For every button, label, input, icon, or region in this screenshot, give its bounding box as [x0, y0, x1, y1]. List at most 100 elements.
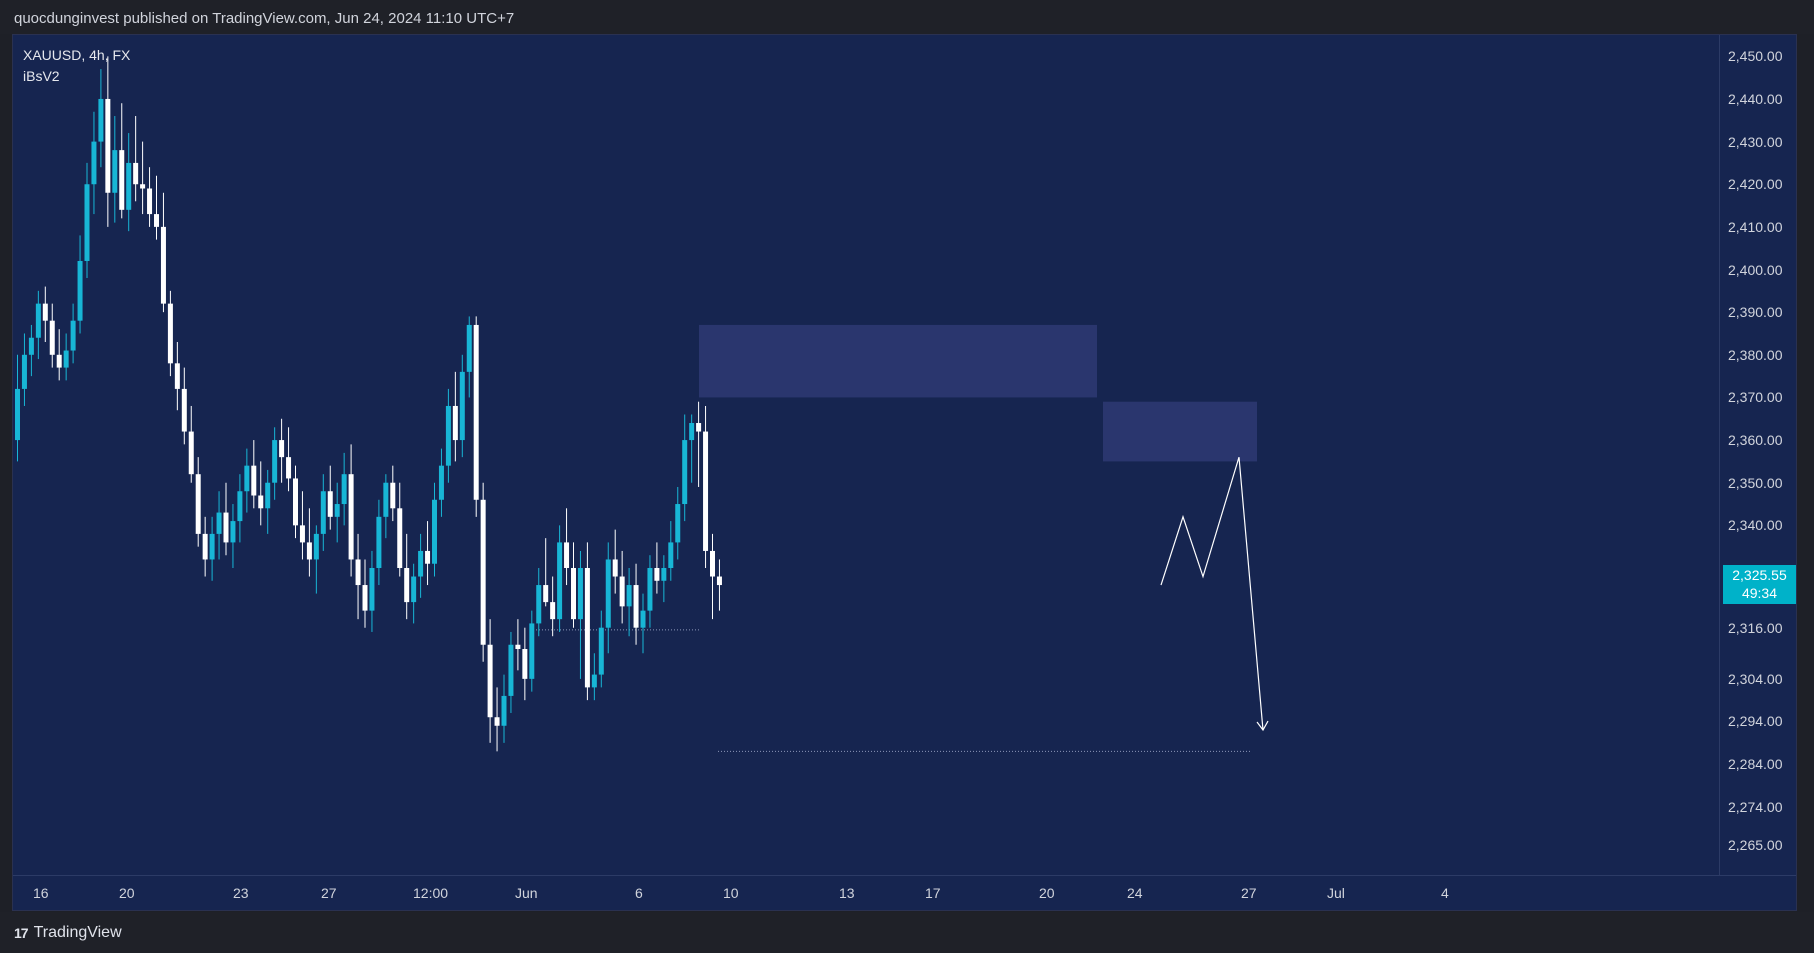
candle-body — [195, 474, 201, 534]
candle-body — [508, 644, 514, 696]
price-axis[interactable]: 2,450.00 2,440.00 2,430.00 2,420.00 2,410.00… — [1719, 35, 1797, 875]
candle-body — [251, 465, 257, 496]
chart-legend: XAUUSD, 4h, FX iBsV2 — [23, 45, 130, 87]
time-tick-label: 10 — [723, 885, 739, 901]
price-tick-label: 2,360.00 — [1728, 432, 1783, 449]
candle-body — [647, 567, 653, 611]
candle-body — [279, 440, 285, 458]
candle-body — [710, 550, 715, 577]
candle-body — [390, 482, 396, 509]
candle-body — [209, 533, 215, 560]
candle-body — [626, 585, 632, 607]
plot-area[interactable]: XAUUSD, 4h, FX iBsV2 — [13, 35, 1719, 875]
time-tick-label: 17 — [925, 885, 941, 901]
time-tick-label: 20 — [119, 885, 135, 901]
candle-body — [98, 98, 104, 142]
candle-body — [369, 567, 375, 611]
candle-body — [223, 512, 229, 543]
candle-body — [529, 623, 535, 679]
candle-body — [126, 162, 132, 210]
symbol-line[interactable]: XAUUSD, 4h, FX — [23, 47, 131, 63]
time-axis[interactable]: 16 20 23 27 12:00 Jun 6 10 13 17 20 24 27 Jul 4 — [13, 875, 1796, 911]
price-tick-label: 2,380.00 — [1728, 346, 1783, 363]
candle-body — [174, 363, 180, 389]
current-price: 2,325.55 — [1732, 567, 1787, 583]
time-tick-label: 4 — [1441, 885, 1449, 901]
candle-body — [188, 431, 194, 475]
candle-body — [154, 214, 159, 227]
candle-body — [334, 504, 340, 517]
price-tick-label: 2,390.00 — [1728, 304, 1783, 321]
time-tick-label: 24 — [1127, 885, 1143, 901]
candle-body — [661, 567, 667, 581]
candle-body — [348, 474, 354, 560]
candle-body — [355, 559, 361, 586]
candle-body — [515, 644, 521, 650]
candle-body — [522, 649, 528, 679]
candle-body — [640, 610, 646, 628]
candle-body — [105, 98, 111, 193]
candle-body — [63, 350, 69, 368]
candle-body — [112, 150, 118, 193]
candle-body — [577, 567, 583, 620]
candle-body — [147, 188, 153, 215]
candle-body — [619, 576, 625, 607]
time-tick-label: 13 — [839, 885, 855, 901]
candle-body — [598, 627, 604, 675]
candle-body — [501, 695, 507, 726]
time-tick-label: 23 — [233, 885, 249, 901]
indicator-name[interactable]: iBsV2 — [23, 68, 60, 84]
candle-body — [15, 388, 20, 441]
candle-body — [668, 542, 674, 568]
candle-body — [418, 550, 424, 577]
candle-body — [584, 567, 590, 688]
time-tick-label: 16 — [33, 885, 49, 901]
candle-body — [70, 320, 76, 351]
price-tick-label: 2,274.00 — [1728, 798, 1783, 815]
candle-body — [564, 542, 570, 568]
top-caption-bar: quocdunginvest published on TradingView.… — [0, 0, 1814, 34]
price-tick-label: 2,410.00 — [1728, 218, 1783, 235]
candle-body — [633, 585, 639, 628]
chart-frame[interactable]: XAUUSD, 4h, FX iBsV2 2,450.00 2,440.00 2,4… — [12, 34, 1797, 911]
price-tick-label: 2,350.00 — [1728, 474, 1783, 491]
time-tick-label: 20 — [1039, 885, 1055, 901]
candle-body — [119, 150, 125, 210]
candle-body — [675, 504, 681, 543]
price-tick-label: 2,284.00 — [1728, 756, 1783, 773]
candle-body — [42, 303, 48, 321]
candle-body — [557, 542, 563, 620]
candle-body — [91, 141, 97, 185]
candle-body — [591, 674, 597, 688]
candle-body — [397, 508, 403, 568]
candle-body — [49, 320, 55, 355]
candle-body — [133, 162, 139, 185]
candle-body — [689, 423, 695, 441]
time-tick-label: 27 — [321, 885, 337, 901]
current-price-tag: 2,325.55 49:34 — [1723, 565, 1796, 604]
candle-body — [411, 576, 417, 603]
candle-body — [313, 533, 319, 560]
candle-body — [459, 371, 465, 441]
candle-body — [286, 457, 292, 479]
candle-body — [320, 491, 326, 534]
candle-body — [230, 521, 236, 543]
candle-body — [56, 354, 62, 368]
candle-body — [28, 337, 34, 355]
candle-body — [480, 499, 486, 645]
candle-body — [299, 525, 305, 543]
price-tick-label: 2,304.00 — [1728, 670, 1783, 687]
candle-body — [425, 550, 431, 564]
candlestick-chart[interactable] — [13, 35, 1719, 875]
candle-body — [272, 440, 278, 483]
tradingview-logo[interactable]: 17 TradingView — [14, 924, 122, 942]
candle-body — [167, 303, 173, 364]
candle-body — [438, 465, 444, 500]
candle-body — [445, 405, 451, 466]
projection-path — [1160, 456, 1264, 731]
price-tick-label: 2,400.00 — [1728, 261, 1783, 278]
time-tick-label: 27 — [1241, 885, 1257, 901]
candle-body — [452, 405, 458, 441]
price-tick-label: 2,370.00 — [1728, 389, 1783, 406]
candle-body — [605, 559, 611, 628]
